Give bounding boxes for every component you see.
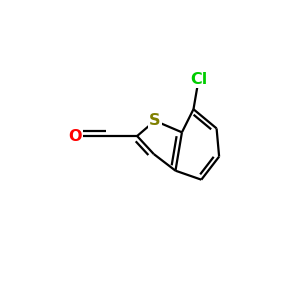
Text: Cl: Cl	[190, 72, 207, 87]
Text: S: S	[149, 113, 161, 128]
Text: O: O	[69, 128, 82, 143]
